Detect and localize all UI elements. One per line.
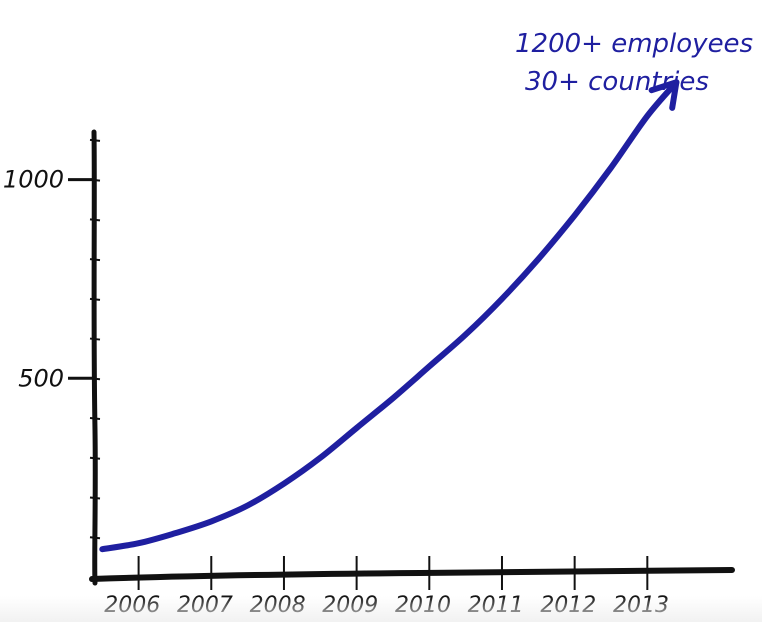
series-point xyxy=(354,426,359,430)
series-point xyxy=(609,165,613,170)
x-axis xyxy=(89,567,735,582)
series-point xyxy=(645,114,650,118)
annotation-countries: 30+ countries xyxy=(525,67,709,97)
x-tick-label: 2010 xyxy=(395,593,451,618)
x-tick-label: 2007 xyxy=(177,593,233,618)
y-minor-tick xyxy=(89,496,101,500)
series-point xyxy=(318,455,323,460)
series-point xyxy=(391,396,395,401)
annotation-employees: 1200+ employees xyxy=(515,29,753,59)
series-point xyxy=(100,547,105,552)
y-tick-label: 1000 xyxy=(3,166,64,194)
series-point xyxy=(136,541,141,546)
series-point xyxy=(209,519,214,524)
x-tick-label: 2009 xyxy=(322,593,378,618)
x-tick-label: 2008 xyxy=(250,593,306,618)
series-point xyxy=(674,80,679,85)
series-point xyxy=(172,531,177,536)
series-point xyxy=(500,296,504,301)
y-minor-tick xyxy=(89,258,101,262)
series-point xyxy=(572,213,577,218)
x-tick-label: 2006 xyxy=(104,593,160,618)
x-tick-label: 2012 xyxy=(540,593,596,618)
series-line xyxy=(99,79,680,553)
series-point xyxy=(282,481,286,486)
series-point xyxy=(463,332,468,337)
x-ticks: 2006 2007 2008 2009 2010 2011 2012 2013 xyxy=(104,556,669,618)
y-tick-label: 500 xyxy=(18,364,64,392)
y-axis xyxy=(91,129,98,586)
y-minor-tick xyxy=(89,138,101,142)
series-point xyxy=(245,503,250,508)
series-layer xyxy=(99,79,680,553)
y-minor-tick xyxy=(89,417,101,421)
y-minor-tick xyxy=(89,218,101,222)
y-minor-tick xyxy=(89,456,101,460)
y-major-ticks: 500 1000 xyxy=(3,166,96,392)
y-minor-tick xyxy=(89,536,101,540)
y-minor-tick xyxy=(89,337,101,341)
x-tick-label: 2013 xyxy=(613,593,669,618)
series-point xyxy=(536,257,541,262)
x-tick-label: 2011 xyxy=(468,593,524,618)
y-minor-tick xyxy=(89,297,101,301)
series-point xyxy=(427,364,432,369)
